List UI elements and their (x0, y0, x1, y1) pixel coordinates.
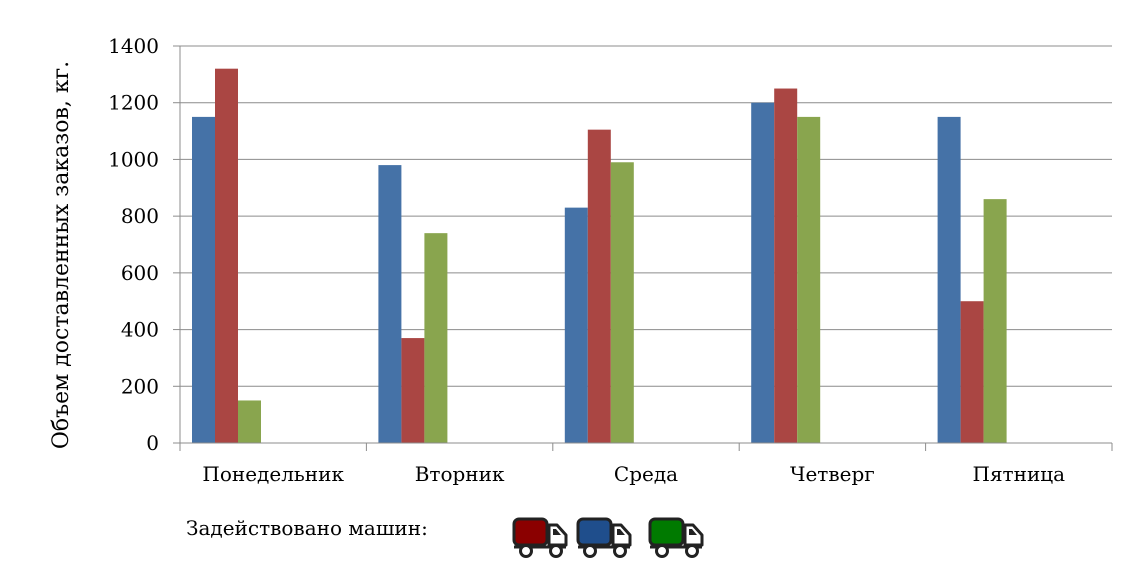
trucks-legend: Задействовано машин: (186, 516, 428, 540)
y-tick-label: 200 (121, 374, 159, 398)
gridlines (180, 45, 1112, 387)
y-tick-label: 1000 (108, 147, 159, 171)
bar (797, 116, 821, 444)
trucks-row (512, 517, 712, 559)
y-tick-labels: 0 200 400 600 800 1000 1200 1400 (108, 34, 159, 455)
bar (192, 116, 215, 444)
y-tick-label: 0 (146, 431, 159, 455)
y-tick-label: 1200 (108, 91, 159, 115)
bar (983, 199, 1007, 443)
bar (424, 233, 448, 443)
y-tick-label: 600 (121, 261, 159, 285)
bar (564, 207, 588, 443)
x-tick-label: Четверг (790, 462, 875, 486)
bar (610, 162, 634, 443)
bar (215, 68, 238, 443)
legend-label: Задействовано машин: (186, 516, 428, 540)
bar (401, 338, 425, 443)
y-tick-label: 1400 (108, 34, 159, 58)
x-tick-label: Пятница (973, 462, 1066, 486)
bar (751, 102, 775, 443)
bar (238, 400, 261, 443)
bar (378, 165, 402, 443)
bar-series (192, 68, 1007, 444)
y-tick-label: 400 (121, 318, 159, 342)
truck-icon (648, 517, 704, 558)
x-tick-labels: Понедельник Вторник Среда Четверг Пятница (202, 462, 1065, 486)
y-tick-label: 800 (121, 204, 159, 228)
truck-icon (512, 517, 568, 558)
x-tick-label: Вторник (415, 462, 505, 486)
x-tick-label: Среда (614, 462, 678, 486)
bar (587, 129, 611, 443)
bar (960, 301, 984, 443)
bar (937, 116, 961, 444)
truck-icon (576, 517, 632, 558)
axes (173, 45, 1113, 451)
x-tick-label: Понедельник (202, 462, 344, 486)
bar (774, 88, 798, 444)
y-axis-title: Объем доставленных заказов, кг. (49, 61, 74, 449)
